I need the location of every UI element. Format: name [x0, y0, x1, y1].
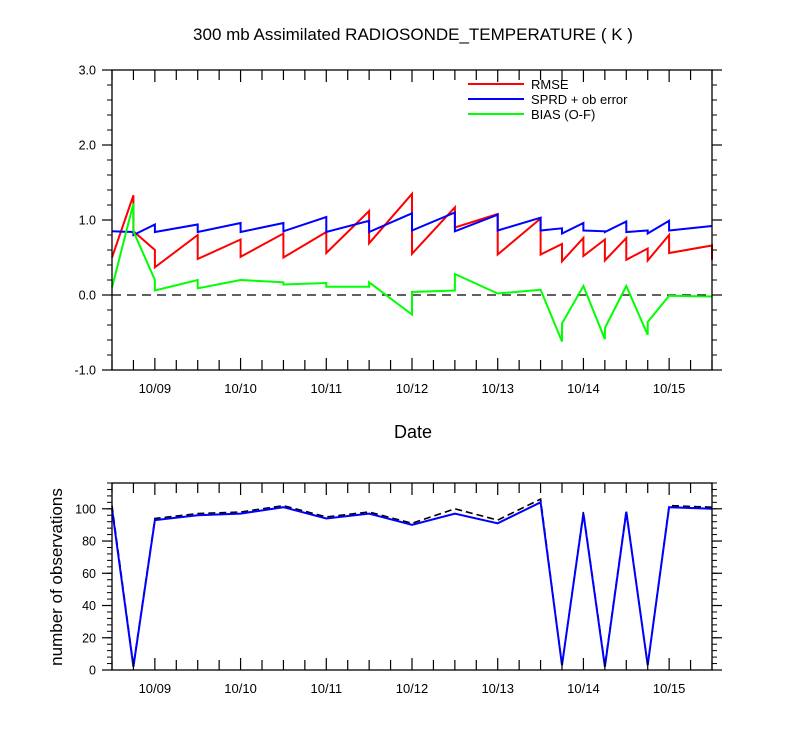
legend-label: BIAS (O-F)	[531, 107, 595, 122]
legend-label: RMSE	[531, 77, 569, 92]
top-series-bias-o-f	[111, 203, 713, 342]
bottom-x-tick-label: 10/12	[396, 681, 429, 696]
bottom-y-tick-label: 20	[82, 631, 96, 645]
bottom-series-assimilated-observations	[111, 500, 713, 667]
y-axis-label-observations: number of observations	[47, 488, 66, 666]
bottom-series-layer	[111, 497, 713, 667]
top-x-tick-label: 10/12	[396, 381, 429, 396]
legend-label: SPRD + ob error	[531, 92, 628, 107]
bottom-x-tick-label: 10/15	[653, 681, 686, 696]
top-x-tick-label: 10/10	[224, 381, 257, 396]
top-y-tick-label: -1.0	[74, 364, 96, 378]
top-x-tick-label: 10/09	[139, 381, 172, 396]
bottom-panel: 10/09 10/10 10/11 10/12 10/13 10/14 10/15 0 20 40…	[47, 482, 722, 696]
x-axis-label: Date	[394, 422, 432, 442]
bottom-y-tick-label: 40	[82, 599, 96, 613]
bottom-series-possible-observations	[111, 497, 713, 666]
bottom-x-tick-label: 10/14	[567, 681, 600, 696]
top-x-tick-label: 10/14	[567, 381, 600, 396]
bottom-y-tick-label: 0	[89, 664, 96, 678]
top-y-tick-label: 2.0	[79, 139, 96, 153]
top-y-tick-label: 1.0	[79, 214, 96, 228]
bottom-axes-layer: 10/09 10/10 10/11 10/12 10/13 10/14 10/15 0 20 40…	[75, 482, 722, 696]
top-series-layer	[111, 191, 713, 342]
bottom-y-tick-label: 60	[82, 567, 96, 581]
bottom-y-tick-label: 80	[82, 535, 96, 549]
bottom-plot-frame	[111, 482, 713, 671]
top-x-tick-label: 10/11	[310, 381, 342, 396]
chart-title: 300 mb Assimilated RADIOSONDE_TEMPERATUR…	[193, 25, 633, 44]
top-axes-layer: 10/09 10/10 10/11 10/12 10/13 10/14 10/15 -1.0 0…	[74, 64, 722, 396]
top-series-sprd-ob-error	[111, 210, 713, 237]
top-x-tick-label: 10/15	[653, 381, 686, 396]
bottom-x-tick-label: 10/11	[310, 681, 342, 696]
bottom-x-tick-label: 10/09	[139, 681, 172, 696]
top-panel: 10/09 10/10 10/11 10/12 10/13 10/14 10/15 -1.0 0…	[74, 64, 722, 442]
bottom-x-tick-label: 10/10	[224, 681, 257, 696]
bottom-y-tick-label: 100	[75, 502, 96, 516]
top-x-tick-label: 10/13	[481, 381, 514, 396]
top-y-tick-label: 3.0	[79, 64, 96, 78]
bottom-x-tick-label: 10/13	[481, 681, 514, 696]
top-y-tick-label: 0.0	[79, 289, 96, 303]
